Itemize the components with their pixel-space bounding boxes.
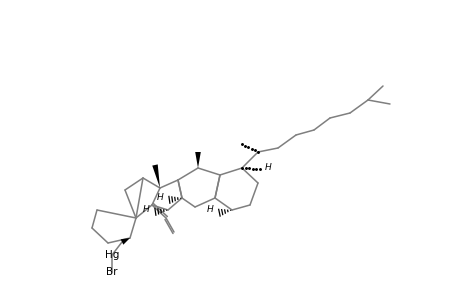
Text: H: H (206, 205, 213, 214)
Text: H: H (142, 205, 149, 214)
Text: Br: Br (106, 267, 118, 277)
Text: Hg: Hg (105, 250, 119, 260)
Text: H: H (264, 163, 271, 172)
Text: H: H (156, 193, 163, 202)
Polygon shape (120, 238, 130, 245)
Polygon shape (195, 152, 201, 168)
Polygon shape (152, 164, 160, 188)
